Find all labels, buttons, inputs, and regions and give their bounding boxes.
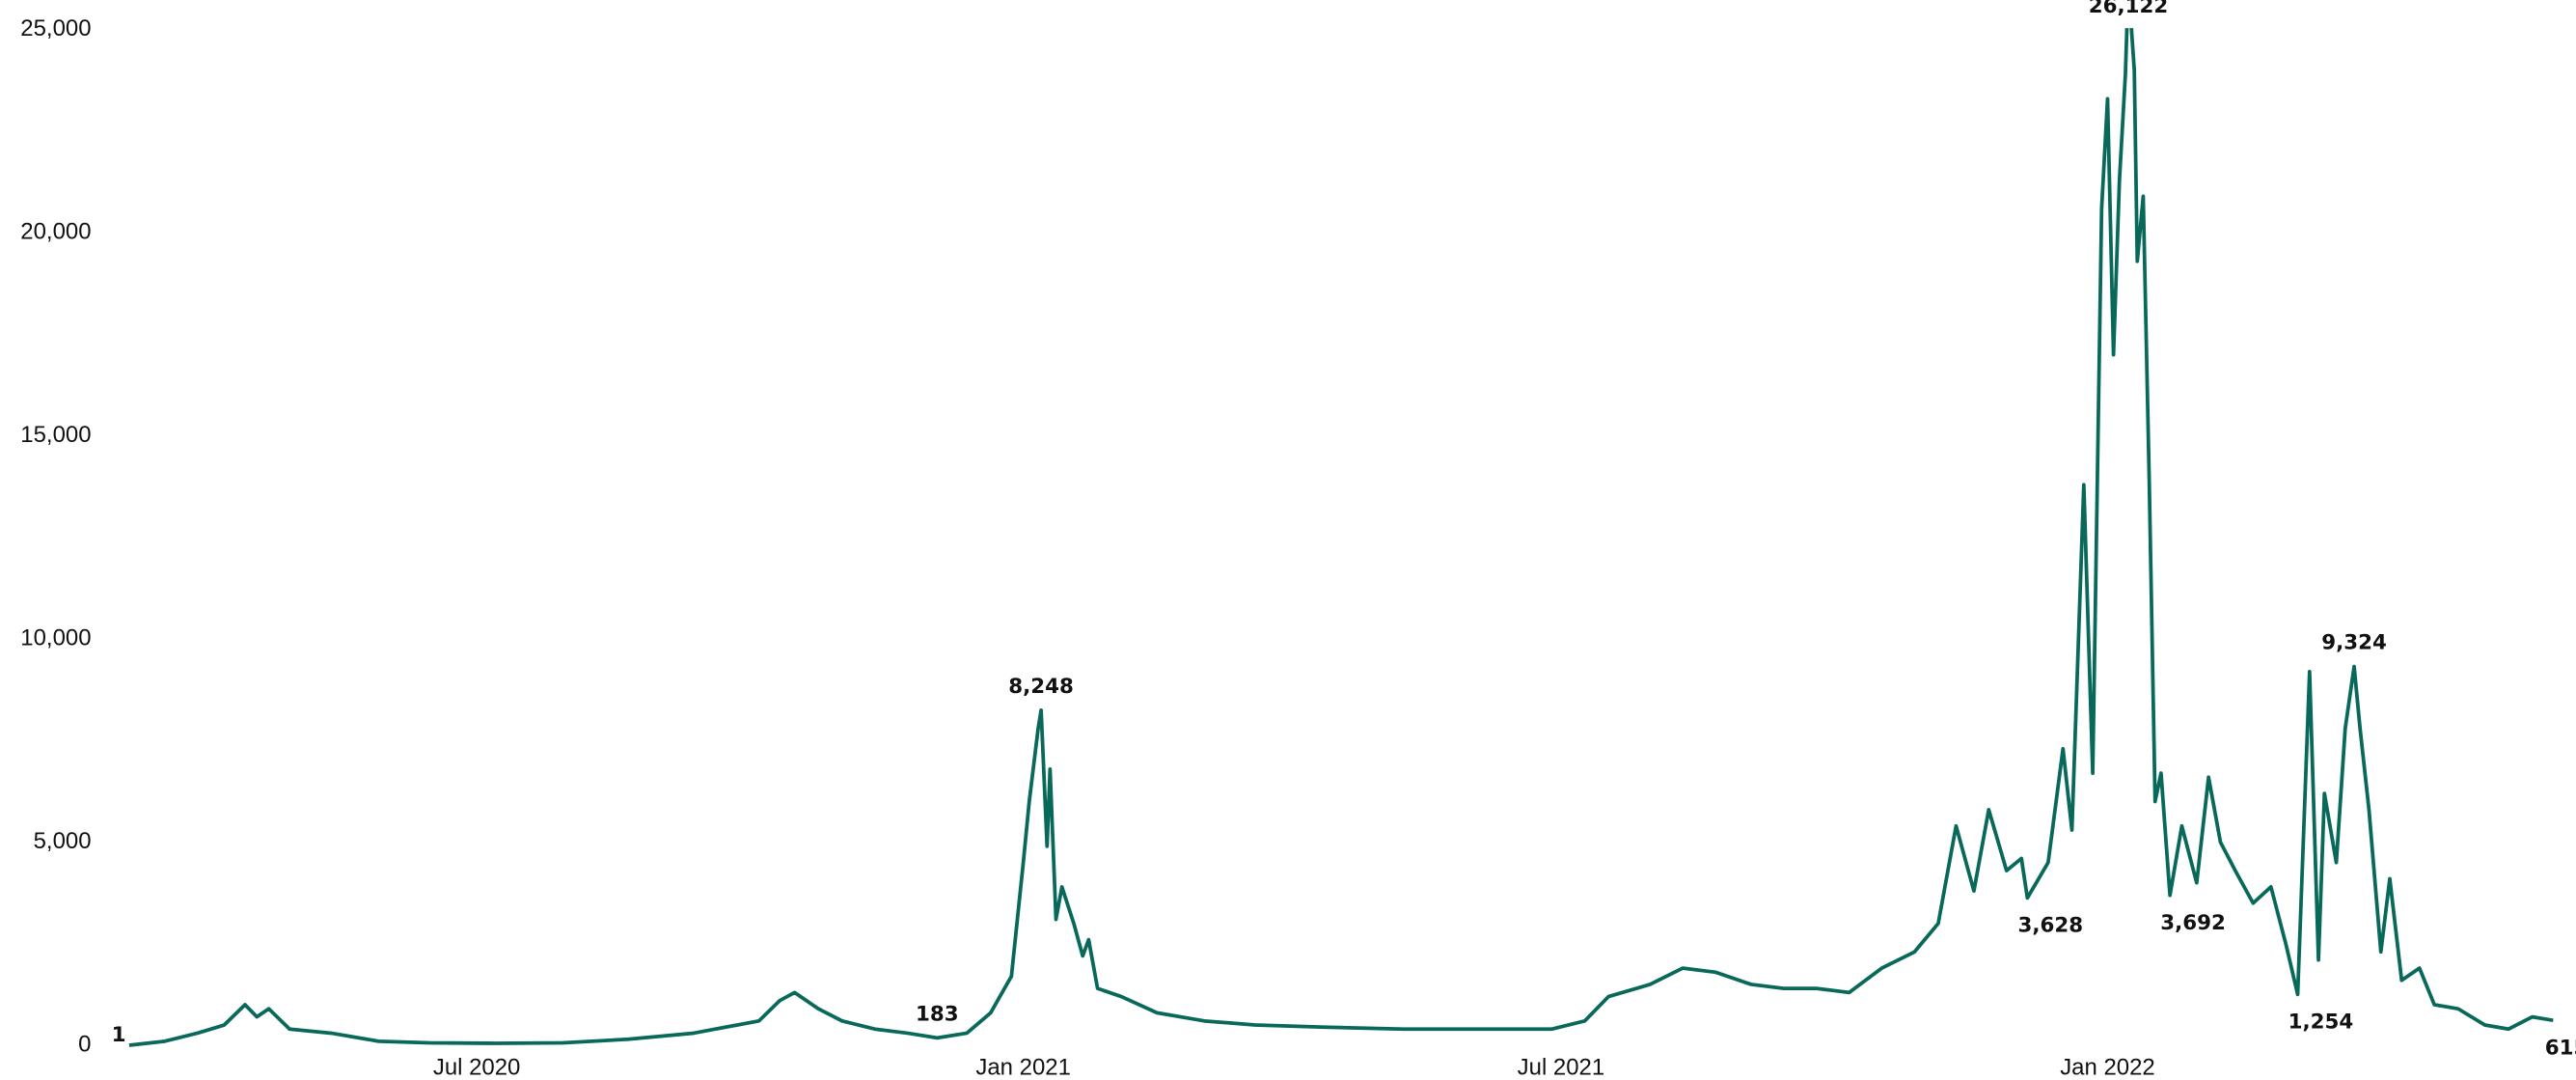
x-tick-label: Jan 2022: [2060, 1054, 2155, 1080]
data-label: 9,324: [2321, 631, 2387, 655]
data-label: 8,248: [1008, 675, 1074, 699]
data-label: 1,254: [2288, 1010, 2354, 1034]
data-line: [128, 28, 2554, 1047]
data-label: 3,628: [2017, 913, 2083, 937]
y-tick-label: 15,000: [20, 422, 91, 448]
data-label: 26,122: [2089, 0, 2168, 18]
x-tick-label: Jan 2021: [975, 1054, 1071, 1080]
y-tick-label: 0: [78, 1031, 91, 1057]
data-label: 183: [916, 1002, 959, 1026]
y-tick-label: 10,000: [20, 624, 91, 651]
x-tick-label: Jul 2020: [433, 1054, 521, 1080]
data-label: 3,692: [2160, 911, 2226, 935]
y-tick-label: 20,000: [20, 219, 91, 245]
data-label: 1: [112, 1023, 126, 1047]
y-tick-label: 5,000: [34, 828, 92, 854]
x-tick-label: Jul 2021: [1518, 1054, 1605, 1080]
y-tick-label: 25,000: [20, 15, 91, 42]
data-label: 615: [2545, 1036, 2576, 1060]
